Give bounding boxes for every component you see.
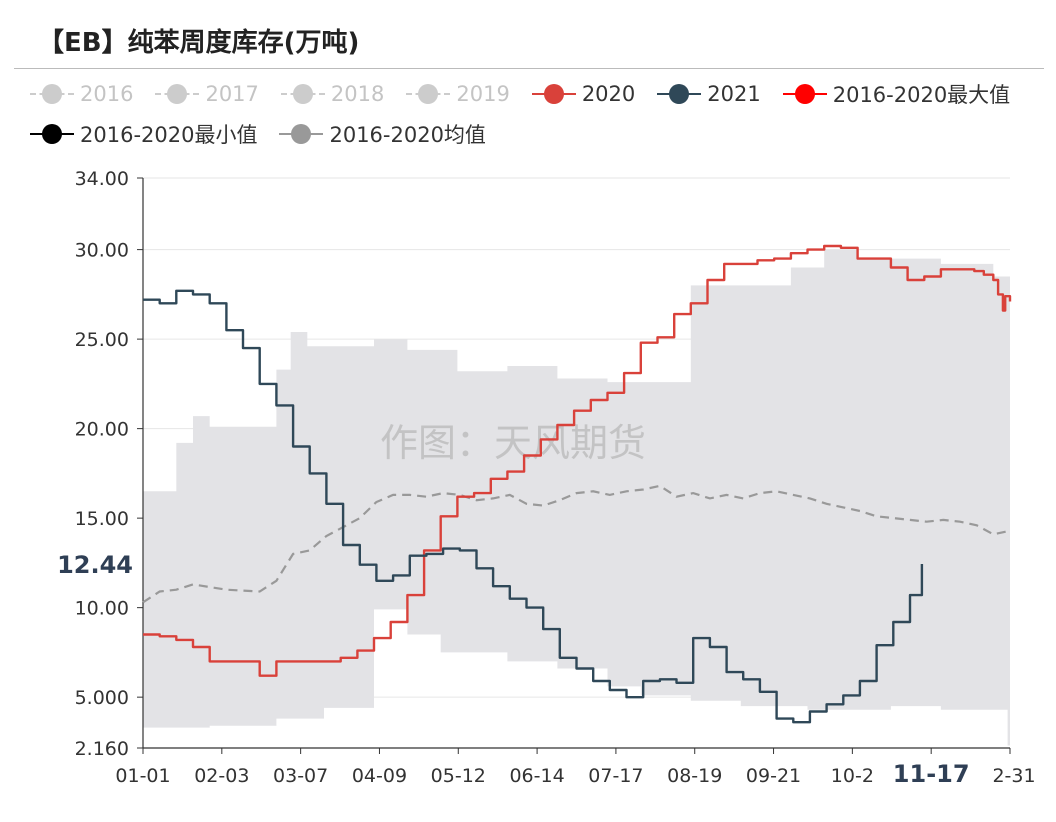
legend-marker-icon [30,124,74,144]
y-tick-label: 10.00 [75,598,129,620]
x-tick-label: 09-21 [746,765,801,787]
x-tick-label: 04-09 [352,765,407,787]
legend-label: 2019 [456,82,510,106]
legend-marker-icon [279,124,324,144]
title-divider [14,68,1044,69]
legend-row-2: 2016-2020最小值 2016-2020均值 [30,114,1050,154]
legend-label: 2016 [80,82,134,106]
y-tick-label: 2.160 [75,738,129,760]
legend-marker-icon [30,84,74,104]
x-tick-label: 06-14 [509,765,564,787]
watermark-text: 作图：天风期货 [380,421,646,465]
y-tick-label: 30.00 [75,240,129,262]
x-tick-label: 08-19 [667,765,722,787]
legend-item-mean[interactable]: 2016-2020均值 [279,119,486,149]
legend-label: 2018 [330,82,385,106]
y-tick-label: 34.00 [75,168,129,190]
legend-marker-icon [280,84,325,104]
legend-item-y2019[interactable]: 2019 [406,82,510,106]
legend-row-1: 2016 2017 2018 2019 2020 2021 2016-2020最大值 [30,74,1050,114]
legend-marker-icon [657,84,702,104]
legend-item-y2017[interactable]: 2017 [155,82,259,106]
legend-item-max[interactable]: 2016-2020最大值 [782,79,1011,109]
chart-area: 2.160 5.000 10.00 15.00 20.00 25.00 30.00 34.00… [0,150,1056,818]
legend-label: 2021 [707,82,761,106]
y-tick-label: 20.00 [75,419,129,441]
latest-value-label: 12.44 [57,551,133,579]
series-line-2021 [143,289,924,724]
x-tick-label: 07-17 [588,765,643,787]
legend: 2016 2017 2018 2019 2020 2021 2016-2020最大值 201… [30,74,1050,154]
x-tick-label: 02-03 [194,765,249,787]
legend-item-y2021[interactable]: 2021 [657,82,761,106]
legend-label: 2016-2020最大值 [832,83,1011,107]
legend-marker-icon [531,84,576,104]
series-line-2020 [143,244,1012,677]
max-min-band [143,249,1010,746]
legend-marker-icon [406,84,451,104]
y-tick-label: 5.000 [75,687,129,709]
legend-item-y2016[interactable]: 2016 [30,82,133,106]
y-tick-label: 15.00 [75,508,129,530]
x-tick-label: 11-17 [893,760,970,788]
legend-item-y2018[interactable]: 2018 [280,82,385,106]
legend-label: 2016-2020均值 [329,123,486,147]
x-tick-label: 2-31 [992,765,1035,787]
legend-item-min[interactable]: 2016-2020最小值 [30,119,257,149]
legend-label: 2016-2020最小值 [80,123,258,147]
y-tick-label: 25.00 [75,329,129,351]
legend-label: 2020 [581,82,636,106]
chart-title: 【EB】纯苯周度库存(万吨) [38,28,360,58]
series-line-mean [142,484,1011,604]
legend-marker-icon [155,84,200,104]
x-tick-label: 10-2 [831,765,874,787]
legend-label: 2017 [205,82,259,106]
x-tick-label: 01-01 [115,765,170,787]
x-tick-label: 03-07 [273,765,328,787]
x-tick-label: 05-12 [431,765,486,787]
legend-marker-icon [782,84,827,104]
legend-item-y2020[interactable]: 2020 [531,82,636,106]
chart-svg: 2.160 5.000 10.00 15.00 20.00 25.00 30.00 34.00… [57,168,1035,788]
